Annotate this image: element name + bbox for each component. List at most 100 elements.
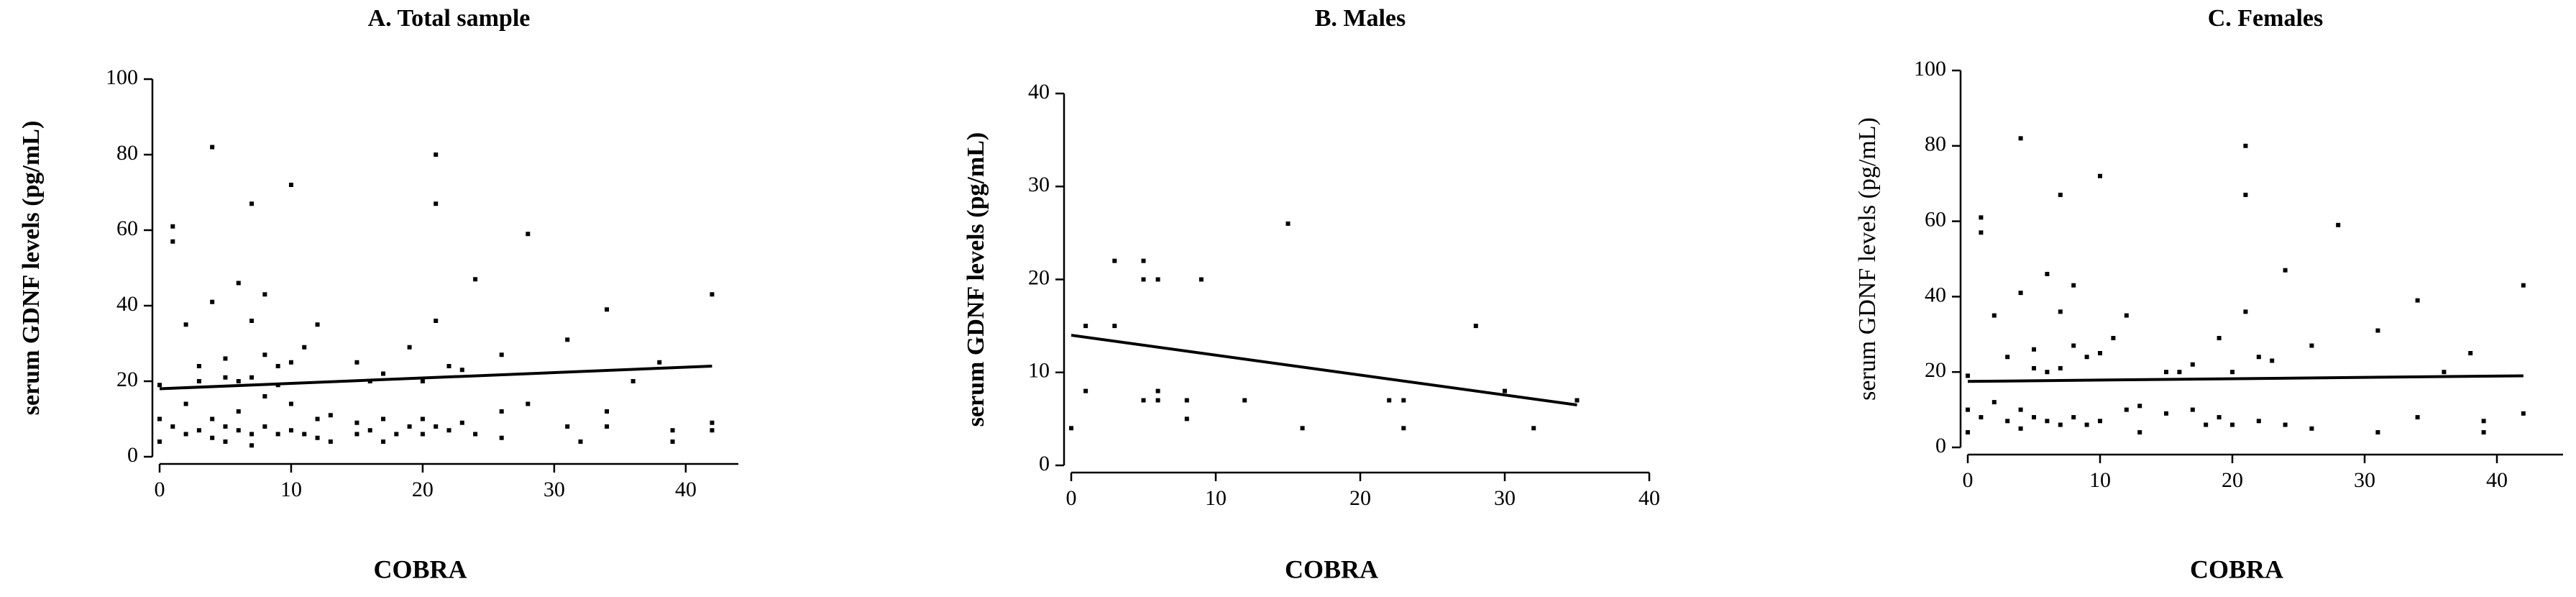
point — [2071, 343, 2076, 348]
point — [157, 416, 162, 421]
point — [1401, 426, 1406, 431]
point — [236, 409, 241, 414]
point — [2336, 222, 2341, 227]
point — [1979, 415, 1984, 420]
x-tick-label: 10 — [280, 478, 302, 501]
point — [183, 401, 188, 406]
point — [210, 416, 215, 421]
x-tick-label: 30 — [1494, 486, 1516, 510]
point — [1966, 407, 1970, 412]
point — [1285, 221, 1291, 226]
point — [420, 379, 425, 383]
point — [407, 424, 412, 429]
point — [249, 432, 255, 437]
point — [249, 201, 255, 206]
point — [236, 281, 241, 286]
point — [434, 319, 439, 323]
point — [2018, 426, 2023, 431]
x-tick-label: 40 — [2486, 468, 2508, 492]
point — [2124, 313, 2129, 318]
point — [223, 356, 228, 361]
point — [1966, 373, 1970, 378]
point — [381, 371, 386, 376]
point — [499, 435, 504, 440]
point — [354, 360, 359, 365]
y-tick-label: 80 — [116, 141, 138, 165]
point — [354, 432, 359, 437]
point — [170, 424, 175, 429]
x-tick-label: 20 — [412, 478, 434, 501]
point — [1991, 313, 1997, 318]
point — [1198, 277, 1204, 282]
point — [526, 232, 531, 237]
point — [434, 152, 439, 157]
point — [2243, 192, 2248, 197]
chart-title: A. Total sample — [368, 5, 531, 32]
point — [2164, 370, 2168, 375]
point — [1401, 398, 1406, 403]
point — [302, 432, 307, 437]
point — [657, 360, 662, 365]
point — [1473, 324, 1478, 329]
point — [407, 345, 412, 350]
point — [157, 439, 162, 444]
y-tick-label: 100 — [106, 65, 138, 89]
point — [262, 292, 267, 297]
point — [605, 307, 610, 312]
y-tick-label: 100 — [1914, 57, 1946, 81]
point — [2084, 422, 2089, 427]
point — [236, 379, 241, 383]
x-tick-label: 30 — [2354, 468, 2375, 492]
point — [1503, 388, 1507, 393]
point — [2164, 411, 2168, 416]
point — [1141, 258, 1146, 263]
point — [1184, 416, 1189, 421]
point — [367, 428, 372, 433]
point — [288, 360, 293, 365]
x-axis-label: COBRA — [373, 555, 467, 583]
x-tick-label: 30 — [544, 478, 565, 501]
x-tick-label: 40 — [1638, 486, 1660, 510]
point — [249, 443, 255, 448]
y-axis-label: serum GDNF levels (pg/mL) — [1854, 117, 1881, 401]
point — [302, 345, 307, 350]
point — [262, 352, 267, 357]
y-axis-label: serum GDNF levels (pg/mL) — [963, 132, 989, 427]
point — [1083, 324, 1088, 329]
point — [2230, 422, 2234, 427]
point — [236, 428, 241, 433]
point — [1155, 398, 1160, 403]
point — [170, 224, 175, 229]
point — [2137, 430, 2142, 435]
point — [381, 439, 386, 444]
x-tick-label: 20 — [2222, 468, 2243, 492]
y-tick-label: 60 — [116, 217, 138, 240]
point — [1575, 398, 1580, 403]
point — [2032, 365, 2036, 370]
point — [2032, 347, 2036, 352]
point — [275, 432, 280, 437]
point — [2375, 430, 2380, 435]
y-tick-label: 20 — [1028, 265, 1050, 289]
x-tick-label: 10 — [1205, 486, 1227, 510]
y-tick-label: 60 — [1925, 207, 1946, 231]
y-tick-label: 20 — [116, 368, 138, 391]
point — [2124, 407, 2129, 412]
point — [1531, 426, 1536, 431]
x-tick-label: 20 — [1349, 486, 1371, 510]
point — [2481, 419, 2486, 424]
point — [2098, 419, 2102, 424]
point — [2204, 422, 2209, 427]
point — [1242, 398, 1247, 403]
point — [459, 368, 464, 373]
point — [605, 409, 610, 414]
point — [1387, 398, 1392, 403]
point — [2032, 415, 2036, 420]
point — [631, 379, 636, 383]
point — [2098, 173, 2102, 178]
point — [2071, 415, 2076, 420]
point — [2190, 407, 2195, 412]
point — [2283, 422, 2288, 427]
point — [249, 319, 255, 323]
